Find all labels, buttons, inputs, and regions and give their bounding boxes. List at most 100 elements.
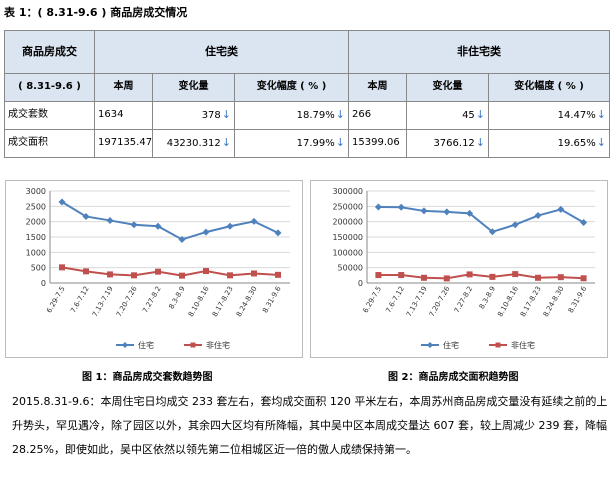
- down-arrow-icon: ↓: [335, 107, 346, 121]
- x-tick-label: 8.17-8.23: [519, 285, 543, 318]
- col-header-change: 变化量: [152, 72, 235, 102]
- period-cell: ( 8.31-9.6 ): [4, 72, 95, 102]
- data-point: [274, 229, 282, 237]
- x-tick-label: 8.3-8.9: [167, 285, 186, 310]
- data-point: [443, 275, 450, 282]
- res-pct-cell: 17.99%↓: [233, 128, 350, 159]
- down-arrow-icon: ↓: [475, 135, 486, 149]
- series-line-0: [378, 205, 585, 233]
- non-change-cell: 3766.12↓: [406, 128, 490, 159]
- y-tick-label: 200000: [332, 218, 363, 227]
- x-tick-label: 7.20-7.26: [115, 285, 139, 319]
- data-point: [421, 274, 427, 281]
- data-point: [202, 228, 210, 236]
- data-point: [227, 272, 233, 279]
- col-header-week: 本周: [348, 72, 408, 102]
- y-tick-label: 100000: [332, 248, 363, 257]
- data-point: [397, 203, 405, 211]
- series-line-1: [378, 273, 584, 280]
- x-tick-label: 7.13-7.19: [91, 285, 115, 318]
- data-point: [398, 272, 405, 279]
- y-tick-label: 3000: [26, 187, 46, 196]
- y-tick-label: 0: [358, 279, 363, 288]
- data-point: [512, 271, 519, 278]
- legend-label: 非住宅: [511, 340, 535, 350]
- non-pct-value: 19.65%: [557, 137, 596, 149]
- x-tick-label: 6.29-7.5: [45, 285, 67, 314]
- col-header-change-pct: 变化幅度 ( % ): [488, 72, 611, 102]
- figure-2-caption: 图 2：商品房成交面积趋势图: [388, 372, 519, 383]
- res-pct-cell: 18.79%↓: [233, 100, 350, 130]
- down-arrow-icon: ↓: [475, 107, 486, 121]
- res-change-cell: 378↓: [152, 100, 235, 130]
- data-point: [251, 270, 257, 277]
- data-point: [130, 221, 138, 229]
- data-point: [535, 274, 541, 281]
- area-trend-chart: 0 50000 100000 150000 200000 250000 300000 6.29…: [310, 180, 608, 358]
- data-point: [155, 268, 161, 275]
- x-tick-label: 8.31-9.6: [261, 285, 283, 315]
- data-point: [557, 205, 565, 213]
- x-tick-label: 8.10-8.16: [187, 285, 211, 319]
- x-tick-label: 7.27-8.2: [141, 285, 163, 314]
- x-tick-label: 8.24-8.30: [235, 285, 259, 318]
- y-tick-label: 1500: [26, 233, 46, 242]
- y-tick-label: 150000: [332, 233, 363, 242]
- res-week-cell: 1634: [94, 100, 153, 130]
- data-point: [511, 221, 519, 229]
- legend-label: 非住宅: [206, 340, 230, 350]
- non-week-cell: 266: [348, 100, 408, 130]
- data-point: [131, 272, 137, 279]
- down-arrow-icon: ↓: [596, 135, 607, 149]
- data-point: [59, 264, 65, 271]
- col-header-change-pct: 变化幅度 ( % ): [233, 72, 350, 102]
- nonresidential-group-header: 非住宅类: [348, 30, 611, 74]
- series-line-0: [61, 201, 279, 241]
- data-point: [580, 275, 587, 282]
- y-tick-label: 300000: [332, 187, 363, 196]
- data-point: [82, 212, 90, 220]
- down-arrow-icon: ↓: [335, 135, 346, 149]
- res-change-value: 43230.312: [166, 137, 221, 149]
- col-header-week: 本周: [94, 72, 153, 102]
- data-point: [374, 203, 382, 211]
- non-week-cell: 15399.06: [348, 128, 408, 159]
- transaction-table: 商品房成交 住宅类 非住宅类 ( 8.31-9.6 ) 本周 变化量 变化幅度 …: [4, 30, 611, 159]
- y-tick-label: 0: [41, 279, 46, 288]
- res-pct-value: 17.99%: [296, 137, 335, 149]
- data-point: [250, 217, 258, 225]
- y-tick-label: 1000: [26, 248, 46, 257]
- y-tick-label: 250000: [332, 202, 363, 211]
- down-arrow-icon: ↓: [596, 107, 607, 121]
- data-point: [178, 235, 186, 243]
- data-point: [466, 271, 473, 278]
- area-trend-chart-svg: 0 50000 100000 150000 200000 250000 300000 6.29…: [332, 187, 595, 350]
- x-tick-label: 6.29-7.5: [362, 285, 384, 314]
- legend-marker: [427, 342, 433, 348]
- data-point: [83, 268, 89, 275]
- data-point: [203, 268, 209, 275]
- res-pct-value: 18.79%: [296, 109, 335, 121]
- x-tick-label: 7.27-8.2: [453, 285, 475, 314]
- x-tick-label: 7.13-7.19: [405, 285, 429, 318]
- x-tick-label: 7.6-7.12: [384, 285, 406, 314]
- non-pct-value: 14.47%: [557, 109, 596, 121]
- x-tick-label: 8.24-8.30: [542, 285, 566, 318]
- data-point: [107, 271, 113, 278]
- non-pct-cell: 14.47%↓: [488, 100, 611, 130]
- down-arrow-icon: ↓: [221, 107, 231, 121]
- res-week-cell: 197135.47: [94, 128, 153, 159]
- y-tick-label: 2500: [26, 202, 46, 211]
- units-trend-chart: 0 500 1000 1500 2000 2500 3000 6.29-7.5 7.6-7.12…: [5, 180, 303, 358]
- data-point: [443, 208, 451, 216]
- non-pct-cell: 19.65%↓: [488, 128, 611, 159]
- non-change-cell: 45↓: [406, 100, 490, 130]
- data-point: [275, 271, 281, 278]
- data-point: [179, 272, 185, 279]
- data-point: [226, 222, 234, 230]
- data-point: [580, 219, 588, 227]
- res-change-cell: 43230.312↓: [152, 128, 235, 159]
- col-header-change: 变化量: [406, 72, 490, 102]
- table-title-cell: 商品房成交: [4, 30, 95, 74]
- data-point: [534, 212, 542, 220]
